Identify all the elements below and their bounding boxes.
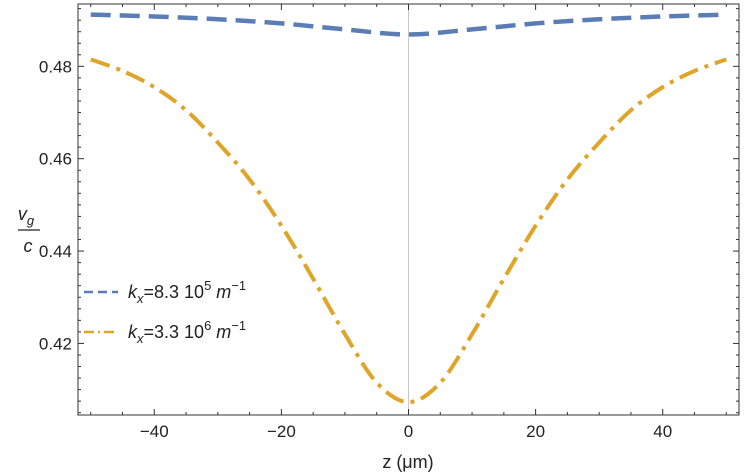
legend-label-series-2: kx=3.3 106 m−1	[128, 318, 246, 346]
x-tick-label-4: 40	[653, 422, 672, 441]
x-axis-label: z (μm)	[382, 452, 433, 472]
legend-label-series-1: kx=8.3 105 m−1	[128, 278, 246, 306]
series-line-1	[90, 12, 727, 37]
series-line-2	[90, 57, 727, 405]
y-tick-label-1: 0.44	[39, 242, 72, 261]
y-axis-label-denominator: c	[24, 236, 33, 256]
legend: kx=8.3 105 m−1 kx=3.3 106 m−1	[84, 278, 246, 346]
x-tick-label-0: −40	[140, 422, 169, 441]
x-tick-label-2: 0	[404, 422, 413, 441]
y-axis-label-numerator: vg	[18, 204, 35, 228]
y-axis-label: vg c	[18, 204, 40, 256]
y-tick-label-3: 0.48	[39, 57, 72, 76]
axis-ticks: −40 −20 0 20 40 0.42 0.44 0.46 0.48	[39, 4, 739, 441]
y-tick-label-2: 0.46	[39, 150, 72, 169]
y-tick-label-0: 0.42	[39, 334, 72, 353]
x-tick-label-3: 20	[526, 422, 545, 441]
series-layer	[90, 12, 727, 405]
x-tick-label-1: −20	[267, 422, 296, 441]
